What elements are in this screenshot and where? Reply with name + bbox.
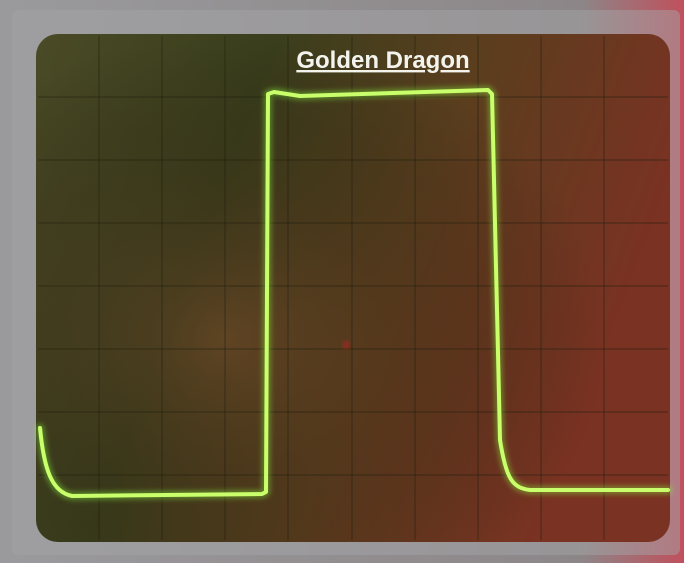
screen-glow — [36, 34, 670, 542]
oscilloscope-photo: Golden Dragon — [0, 0, 684, 563]
title: Golden Dragon — [296, 47, 469, 74]
reflection-spot — [342, 341, 350, 349]
